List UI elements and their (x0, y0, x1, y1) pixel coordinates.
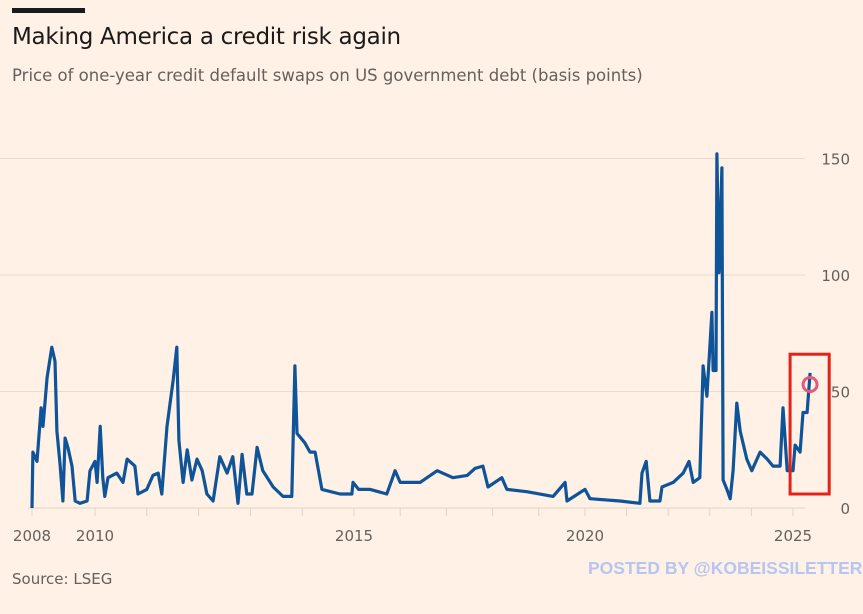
highlight-circle (801, 376, 819, 394)
chart-subtitle: Price of one-year credit default swaps o… (12, 66, 643, 85)
highlight-box (788, 352, 831, 496)
y-tick-label: 150 (821, 151, 850, 169)
x-tick-label: 2025 (774, 527, 812, 545)
brand-bar (12, 8, 85, 13)
source-note: Source: LSEG (12, 570, 113, 588)
series-line (30, 152, 812, 509)
gridlines (0, 158, 805, 509)
y-axis: 0 50 100 150 (821, 151, 850, 519)
y-tick-label: 50 (831, 384, 850, 402)
y-tick-label: 100 (821, 267, 850, 285)
x-tick-label: 2010 (76, 527, 114, 545)
x-tick-label: 2020 (566, 527, 604, 545)
series (30, 152, 812, 509)
x-tick-label: 2008 (13, 527, 51, 545)
annotations (788, 352, 831, 496)
chart-title: Making America a credit risk again (12, 24, 401, 50)
y-tick-label: 0 (840, 500, 850, 518)
x-tick-label: 2015 (335, 527, 373, 545)
watermark: POSTED BY @KOBEISSILETTER (588, 558, 863, 578)
x-axis: 2008 2010 2015 2020 2025 (13, 508, 812, 545)
